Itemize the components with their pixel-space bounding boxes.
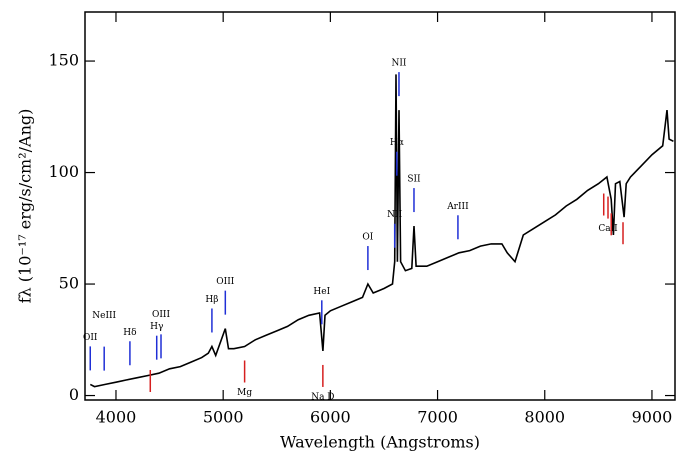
plot-frame	[84, 11, 676, 401]
line-label: Hδ	[123, 328, 136, 338]
x-tick-label: 5000	[203, 408, 244, 427]
line-label: SII	[407, 175, 421, 185]
x-tick-label: 8000	[524, 408, 565, 427]
line-label: OII	[83, 333, 98, 343]
line-label: ArIII	[446, 202, 469, 212]
x-tick-label: 9000	[632, 408, 673, 427]
x-axis-label: Wavelength (Angstroms)	[280, 433, 480, 452]
x-tick-label: 6000	[310, 408, 351, 427]
y-tick-label: 0	[69, 385, 79, 404]
y-tick-label: 50	[59, 274, 79, 293]
x-tick-label: 7000	[417, 408, 458, 427]
line-label: OIII	[216, 277, 234, 287]
line-label: OIII	[152, 310, 170, 320]
line-label: Hγ	[150, 322, 163, 332]
line-label: Hα	[390, 138, 404, 148]
line-label: OI	[362, 233, 373, 243]
line-label: NeIII	[92, 311, 116, 321]
line-label: NII	[387, 210, 402, 220]
line-label: NII	[391, 59, 406, 69]
line-label: Hβ	[205, 295, 218, 305]
line-label: Na D	[311, 392, 334, 402]
x-tick-label: 4000	[96, 408, 137, 427]
y-axis-label: fλ (10⁻¹⁷ erg/s/cm²/Ang)	[16, 109, 35, 304]
y-tick-label: 100	[48, 162, 79, 181]
line-label: Mg	[237, 388, 252, 398]
y-tick-label: 150	[48, 51, 79, 70]
line-label: CaII	[598, 224, 618, 234]
line-label: HeI	[313, 287, 330, 297]
spectrum-line	[89, 74, 674, 388]
